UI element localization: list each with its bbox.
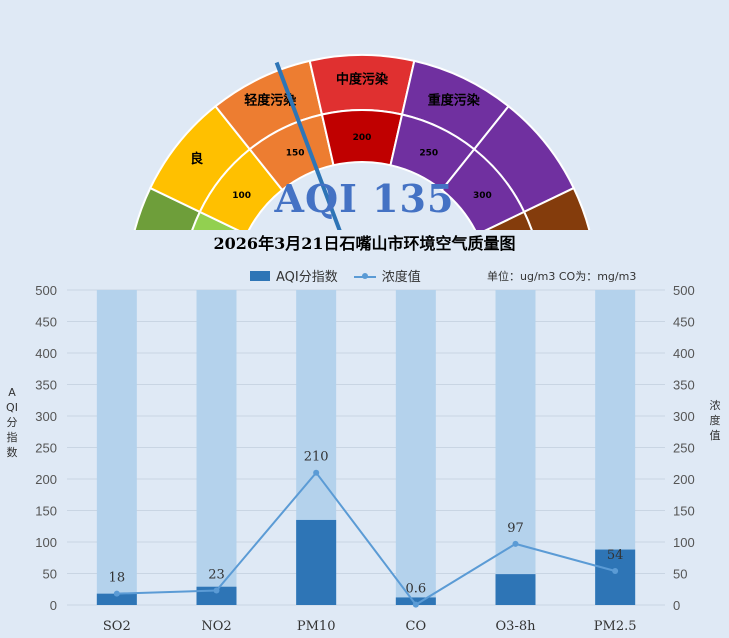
gauge-band-label: 良: [190, 151, 203, 167]
y-left-tick-label: 500: [35, 283, 57, 298]
y-right-axis-title: 浓度值: [709, 399, 721, 442]
concentration-point: [113, 590, 120, 597]
y-left-tick-label: 250: [35, 441, 57, 456]
x-tick-label: O3-8h: [496, 619, 537, 634]
y-right-tick-label: 100: [673, 535, 695, 550]
aqi-bar: [296, 519, 337, 605]
legend-bar-swatch: [250, 270, 270, 281]
legend-bar-label: AQI分指数: [276, 270, 338, 285]
gauge-band-value: 100: [232, 191, 251, 201]
y-right-tick-label: 250: [673, 441, 695, 456]
aqi-bar: [495, 574, 536, 605]
gauge-band-inner: [484, 210, 533, 230]
legend-line-label: 浓度值: [381, 270, 421, 285]
background-bar: [495, 290, 536, 605]
y-right-tick-label: 500: [673, 283, 695, 298]
gauge-band-label: 中度污染: [336, 72, 389, 88]
y-left-tick-label: 350: [35, 378, 57, 393]
gauge-needle: [274, 61, 342, 230]
y-right-tick-label: 400: [673, 346, 695, 361]
chart-legend: AQI分指数 浓度值: [250, 266, 421, 285]
y-left-tick-label: 50: [43, 567, 57, 582]
legend-line-swatch: [353, 271, 376, 281]
concentration-data-label: 23: [208, 568, 225, 583]
aqi-gauge: 50优100良150轻度污染200中度污染250重度污染300>300严重: [133, 54, 591, 230]
concentration-point: [213, 587, 220, 594]
y-left-tick-label: 150: [35, 504, 57, 519]
y-right-tick-label: 350: [673, 378, 695, 393]
chart-title: 2026年3月21日石嘴山市环境空气质量图: [213, 234, 516, 253]
aqi-bar: [96, 593, 137, 605]
y-right-tick-label: 450: [673, 315, 695, 330]
concentration-data-label: 0.6: [405, 582, 426, 597]
concentration-point: [313, 469, 320, 476]
x-tick-label: CO: [406, 619, 427, 634]
concentration-data-label: 210: [304, 450, 329, 465]
concentration-point: [412, 601, 419, 608]
gauge-band-value: 150: [286, 148, 305, 158]
y-right-tick-label: 150: [673, 504, 695, 519]
y-right-tick-label: 300: [673, 409, 695, 424]
background-bar: [395, 290, 436, 605]
concentration-data-label: 18: [109, 571, 126, 586]
x-tick-label: SO2: [103, 619, 131, 634]
background-bar: [96, 290, 137, 605]
concentration-line: [116, 471, 616, 606]
y-left-tick-label: 300: [35, 409, 57, 424]
concentration-point: [612, 567, 619, 574]
gauge-band-value: 300: [473, 191, 492, 201]
y-left-tick-label: 200: [35, 472, 57, 487]
gauge-band-label: 轻度污染: [244, 92, 297, 108]
y-right-tick-label: 50: [673, 567, 687, 582]
y-left-tick-label: 400: [35, 346, 57, 361]
aqi-bar: [395, 597, 436, 605]
y-right-tick-label: 200: [673, 472, 695, 487]
x-tick-label: PM2.5: [594, 619, 637, 634]
gauge-band-value: 200: [353, 133, 372, 143]
aqi-value-text: AQI 135: [274, 176, 455, 221]
unit-note: 单位：ug/m3 CO为：mg/m3: [487, 270, 637, 283]
gauge-band-value: 250: [419, 148, 438, 158]
y-right-tick-label: 0: [673, 598, 680, 613]
x-tick-label: PM10: [297, 619, 336, 634]
x-tick-label: NO2: [201, 619, 231, 634]
y-left-tick-label: 450: [35, 315, 57, 330]
concentration-data-label: 54: [607, 548, 624, 563]
concentration-point: [512, 540, 519, 547]
y-left-tick-label: 0: [50, 598, 57, 613]
y-left-axis-title: AQI分指数: [6, 386, 18, 459]
aqi-bar: [595, 549, 636, 605]
y-left-tick-label: 100: [35, 535, 57, 550]
concentration-data-label: 97: [507, 521, 524, 536]
background-bar: [196, 290, 237, 605]
gauge-band-label: 重度污染: [428, 92, 481, 108]
